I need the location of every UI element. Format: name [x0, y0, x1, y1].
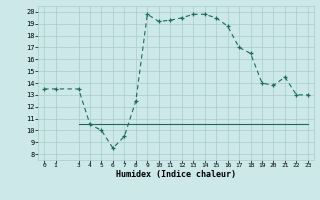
X-axis label: Humidex (Indice chaleur): Humidex (Indice chaleur) [116, 170, 236, 179]
